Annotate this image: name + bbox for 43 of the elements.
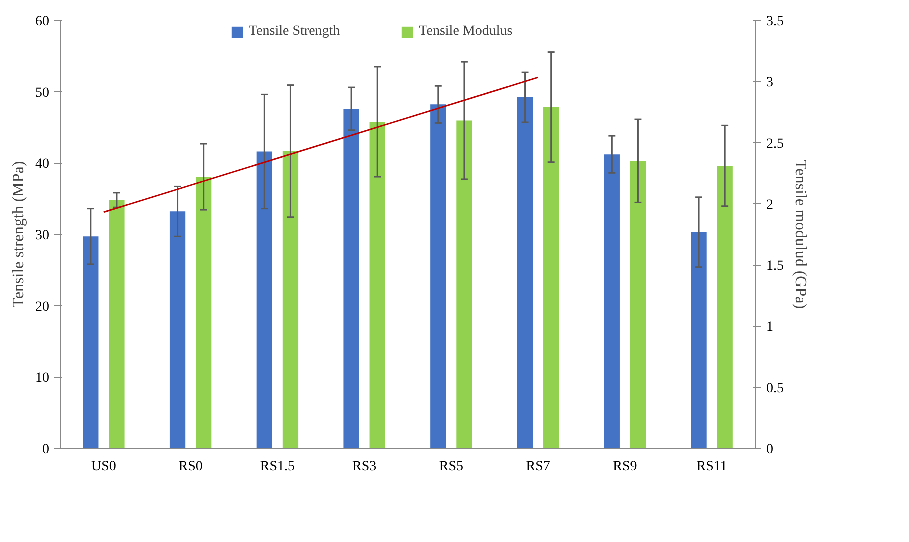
x-tick-label: RS11 — [696, 460, 728, 474]
bar — [604, 154, 620, 448]
x-tick-label: RS0 — [178, 460, 203, 474]
bar — [196, 177, 212, 448]
bar — [544, 107, 560, 448]
y2-tick-label: 3 — [766, 76, 774, 91]
y2-tick-label: 2.5 — [766, 136, 784, 152]
y-axis-title: Tensile strength (MPa) — [10, 161, 28, 308]
x-tick-label: RS3 — [352, 460, 377, 474]
y2-tick-label: 3.5 — [766, 14, 784, 30]
y-tick-label: 10 — [36, 371, 50, 386]
bar — [109, 200, 125, 448]
bar — [282, 151, 299, 448]
bar — [430, 104, 446, 448]
y2-axis-title: Tensile modulud (GPa) — [792, 160, 809, 310]
bar — [256, 152, 272, 448]
bar — [370, 122, 386, 448]
x-tick-label: RS9 — [613, 460, 638, 474]
legend-label: Tensile Modulus — [419, 24, 513, 40]
bar — [630, 161, 646, 448]
y-tick-label: 20 — [36, 300, 50, 315]
bar — [170, 212, 186, 448]
y2-tick-label: 0.5 — [766, 381, 784, 396]
x-tick-label: RS7 — [526, 460, 550, 474]
y-tick-label: 50 — [36, 86, 50, 101]
x-tick-label: RS5 — [439, 460, 464, 474]
bar — [456, 120, 472, 448]
bar — [691, 232, 707, 448]
bar — [83, 236, 99, 448]
bar — [344, 108, 360, 448]
y2-tick-label: 1.5 — [766, 259, 784, 274]
y2-tick-label: 2 — [766, 198, 774, 213]
y-tick-label: 30 — [36, 228, 50, 244]
y2-tick-label: 0 — [766, 442, 774, 458]
x-tick-label: US0 — [91, 460, 116, 474]
y-tick-label: 40 — [36, 157, 50, 172]
bar — [717, 166, 733, 448]
bar — [517, 98, 534, 448]
y-tick-label: 60 — [36, 14, 50, 30]
y2-tick-label: 1 — [766, 320, 774, 336]
legend-label: Tensile Strength — [249, 24, 340, 40]
x-tick-label: RS1.5 — [260, 460, 295, 474]
y-tick-label: 0 — [42, 442, 50, 458]
